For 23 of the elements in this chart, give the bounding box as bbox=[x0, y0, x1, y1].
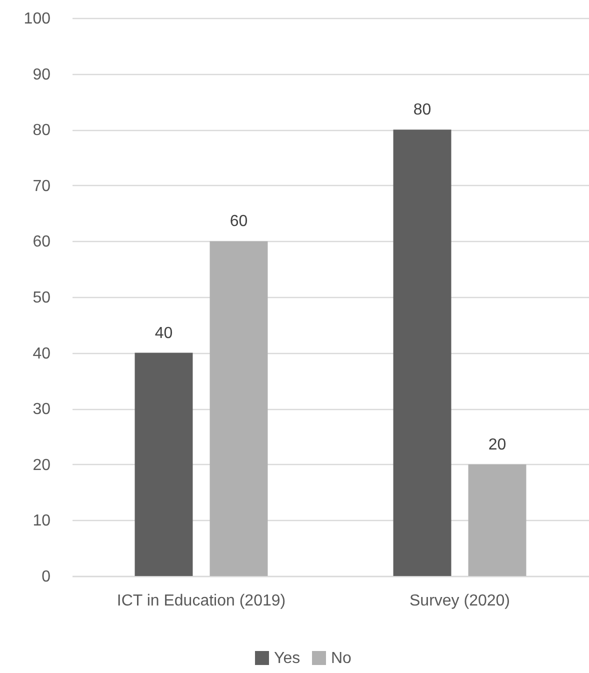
y-tick-label: 100 bbox=[24, 10, 51, 28]
bar bbox=[134, 352, 193, 576]
x-tick-label: Survey (2020) bbox=[410, 592, 510, 610]
data-label: 80 bbox=[413, 102, 432, 119]
y-tick-label: 0 bbox=[42, 568, 51, 586]
bar bbox=[468, 464, 526, 576]
y-tick-label: 10 bbox=[32, 512, 51, 530]
legend-label: No bbox=[331, 650, 352, 667]
legend-label: Yes bbox=[274, 650, 300, 667]
data-label: 20 bbox=[488, 436, 506, 454]
y-tick-label: 70 bbox=[32, 178, 51, 195]
data-label: 60 bbox=[230, 213, 248, 230]
y-tick-label: 60 bbox=[32, 234, 51, 251]
bar bbox=[210, 241, 268, 576]
y-tick-label: 40 bbox=[32, 345, 51, 362]
y-tick-label: 80 bbox=[32, 122, 51, 140]
data-label: 40 bbox=[154, 324, 173, 342]
y-tick-label: 30 bbox=[32, 401, 51, 418]
x-tick-label: ICT in Education (2019) bbox=[116, 592, 286, 610]
y-tick-label: 90 bbox=[32, 66, 51, 84]
y-tick-label: 20 bbox=[32, 456, 51, 474]
bar bbox=[393, 130, 452, 576]
y-tick-label: 50 bbox=[32, 290, 51, 306]
